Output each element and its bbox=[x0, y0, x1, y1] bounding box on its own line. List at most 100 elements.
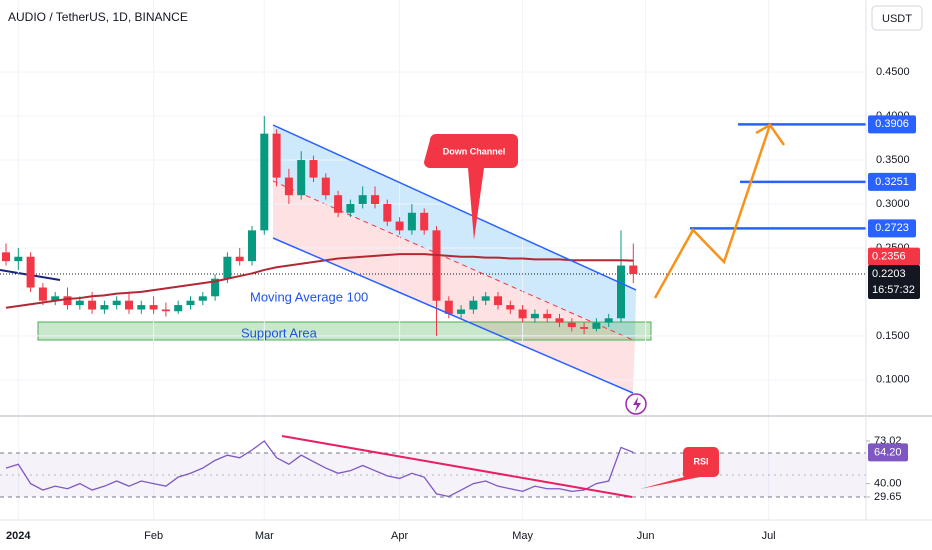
candle-body bbox=[432, 230, 441, 301]
price-label-box bbox=[868, 247, 920, 266]
candle-body bbox=[617, 265, 625, 319]
candle-body bbox=[371, 195, 379, 204]
candle-body bbox=[112, 300, 121, 306]
candle-body bbox=[75, 300, 84, 306]
candle-body bbox=[125, 300, 133, 310]
candle-body bbox=[321, 177, 330, 196]
candle-body bbox=[555, 318, 564, 323]
alert-bolt bbox=[633, 397, 641, 412]
ma-label: Moving Average 100 bbox=[250, 289, 368, 304]
currency-button[interactable] bbox=[871, 5, 923, 31]
candle-body bbox=[457, 309, 466, 314]
candle-body bbox=[63, 296, 72, 306]
candle-body bbox=[543, 313, 552, 319]
x-tick-label: Mar bbox=[255, 530, 274, 542]
candle-body bbox=[260, 133, 269, 231]
candle-body bbox=[334, 195, 343, 213]
candle-body bbox=[51, 296, 60, 301]
channel-lower bbox=[272, 237, 634, 394]
level-label-box bbox=[868, 115, 916, 134]
candle-body bbox=[14, 256, 23, 262]
candle-body bbox=[198, 296, 207, 301]
rsi-tick-label: 29.65 bbox=[874, 491, 902, 503]
candle-body bbox=[284, 177, 293, 196]
chart-title: AUDIO / TetherUS, 1D, BINANCE bbox=[8, 10, 188, 24]
candle-body bbox=[137, 305, 146, 310]
candle-body bbox=[211, 278, 220, 297]
candle-body bbox=[592, 322, 601, 329]
level-label-box bbox=[868, 172, 916, 191]
candle-body bbox=[604, 318, 613, 323]
rsi-callout bbox=[640, 447, 719, 489]
candle-body bbox=[567, 322, 576, 328]
candle-body bbox=[26, 256, 35, 288]
candle-body bbox=[88, 300, 97, 310]
channel-midline bbox=[272, 180, 636, 342]
candle-body bbox=[407, 212, 416, 231]
candle-body bbox=[358, 195, 367, 204]
candle-body bbox=[518, 309, 527, 319]
candle-body bbox=[444, 300, 453, 314]
candle-body bbox=[309, 160, 318, 178]
x-tick-label: Apr bbox=[391, 530, 408, 542]
level-label: 0.3906 bbox=[875, 118, 909, 130]
y-tick-label: 0.4500 bbox=[876, 66, 910, 78]
candle-body bbox=[235, 256, 244, 262]
candle-body bbox=[580, 327, 589, 329]
x-tick-label: Jul bbox=[762, 530, 776, 542]
countdown: 16:57:32 bbox=[872, 284, 915, 296]
candle-body bbox=[469, 300, 478, 310]
channel-upper-fill bbox=[273, 125, 636, 341]
candle-body bbox=[174, 305, 183, 312]
level-label-box bbox=[868, 219, 916, 238]
ma-line bbox=[5, 253, 634, 309]
candle-body bbox=[420, 212, 429, 231]
candle-body bbox=[383, 203, 392, 222]
candle-body bbox=[272, 133, 281, 178]
rsi-line bbox=[5, 440, 634, 498]
candle-body bbox=[629, 265, 638, 275]
candle-body bbox=[530, 313, 539, 319]
price-label-box bbox=[868, 265, 920, 300]
level-label: 0.3251 bbox=[875, 176, 909, 188]
x-tick-label: Jun bbox=[637, 530, 655, 542]
candle-body bbox=[395, 221, 404, 231]
channel-upper bbox=[272, 124, 637, 291]
level-label: 0.2723 bbox=[875, 222, 909, 234]
projection-path bbox=[653, 124, 772, 299]
price-label: 0.2356 bbox=[872, 251, 906, 263]
candle-body bbox=[2, 252, 10, 262]
x-tick-label: May bbox=[512, 530, 533, 542]
rsi-tick-label: 64.20 bbox=[874, 446, 902, 458]
rsi-trend-line bbox=[281, 435, 633, 498]
candle-body bbox=[186, 300, 195, 306]
price-label: 0.2203 bbox=[872, 268, 906, 280]
candle-body bbox=[297, 160, 306, 196]
candle-body bbox=[38, 287, 47, 301]
candle-body bbox=[346, 203, 355, 213]
channel-label: Down Channel bbox=[443, 146, 506, 156]
candle-body bbox=[161, 309, 170, 312]
candle-body bbox=[223, 256, 232, 279]
candle-body bbox=[481, 296, 490, 301]
y-tick-label: 0.1500 bbox=[876, 330, 910, 342]
candle-body bbox=[100, 305, 109, 310]
y-tick-label: 0.3500 bbox=[876, 154, 910, 166]
x-tick-label: Feb bbox=[144, 530, 163, 542]
rsi-tick-label: 40.00 bbox=[874, 477, 902, 489]
currency-label[interactable]: USDT bbox=[882, 13, 912, 25]
channel-callout bbox=[424, 134, 518, 240]
rsi-value-box bbox=[868, 443, 908, 462]
candle-body bbox=[506, 305, 515, 310]
candle-body bbox=[248, 230, 256, 262]
support-label: Support Area bbox=[241, 325, 318, 340]
candle-body bbox=[494, 296, 502, 306]
y-tick-label: 0.1000 bbox=[876, 374, 910, 386]
rsi-label: RSI bbox=[693, 456, 708, 466]
candle-body bbox=[149, 305, 158, 310]
x-tick-label: 2024 bbox=[6, 530, 31, 542]
projection-arrow bbox=[755, 123, 786, 146]
y-tick-label: 0.3000 bbox=[876, 198, 910, 210]
